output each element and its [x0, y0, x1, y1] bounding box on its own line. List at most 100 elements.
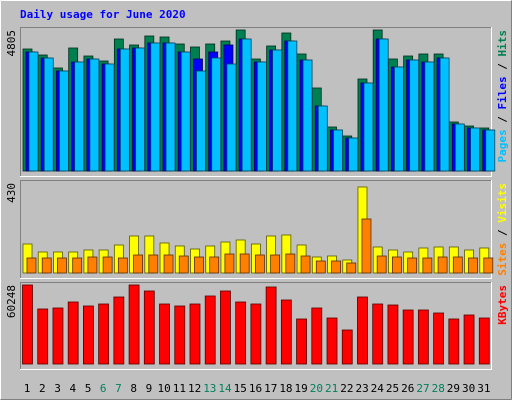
bar-kbytes-day-25 — [387, 304, 399, 365]
bar-kbytes-day-8 — [128, 284, 140, 365]
bar-pages-day-28 — [439, 57, 450, 172]
day-label-21: 21 — [325, 382, 338, 395]
right-label-part: Files — [496, 76, 509, 109]
day-label-22: 22 — [340, 382, 353, 395]
bar-kbytes-day-17 — [265, 286, 277, 365]
bar-pages-day-9 — [150, 42, 161, 172]
bar-pages-day-16 — [256, 61, 267, 172]
bar-sites-day-8 — [133, 254, 143, 274]
bar-kbytes-day-21 — [326, 317, 338, 365]
bar-sites-day-16 — [254, 254, 265, 274]
x-axis-day-labels: 1 2 3 4 5 6 7 8 9 10 11 12 13 14 15 16 17 18 19 20 21 22 23 24 2… — [24, 382, 491, 395]
right-label-part: / — [496, 223, 509, 243]
right-label-visits-sites: Sites / Visits — [496, 183, 509, 276]
bar-pages-day-7 — [119, 48, 130, 172]
day-label-6: 6 — [100, 382, 107, 395]
bar-sites-day-19 — [300, 255, 311, 274]
bar-pages-day-15 — [241, 38, 252, 172]
day-label-20: 20 — [310, 382, 323, 395]
bar-kbytes-day-9 — [143, 290, 155, 365]
bar-kbytes-day-14 — [220, 290, 231, 365]
right-label-kbytes: KBytes — [496, 285, 509, 325]
day-label-28: 28 — [432, 382, 445, 395]
bar-pages-day-11 — [180, 51, 191, 172]
bar-kbytes-day-22 — [341, 329, 353, 365]
bar-sites-day-20 — [315, 260, 326, 274]
bar-sites-day-1 — [26, 257, 37, 274]
day-label-14: 14 — [218, 382, 232, 395]
day-label-2: 2 — [39, 382, 46, 395]
bar-kbytes-day-30 — [463, 314, 475, 365]
bar-pages-day-1 — [28, 51, 39, 172]
bar-sites-day-27 — [422, 257, 433, 274]
bar-pages-day-21 — [333, 129, 343, 172]
bar-sites-day-12 — [194, 256, 204, 274]
bar-sites-day-9 — [148, 254, 159, 274]
series-pages — [28, 38, 496, 172]
series-kbytes — [22, 284, 490, 365]
y-max-label-visits-sites: 430 — [5, 183, 18, 203]
day-label-3: 3 — [54, 382, 61, 395]
bar-kbytes-day-6 — [98, 303, 110, 365]
bar-kbytes-day-12 — [189, 303, 201, 365]
bar-kbytes-day-7 — [113, 296, 125, 365]
bar-sites-day-25 — [392, 256, 402, 274]
bar-pages-day-8 — [135, 47, 145, 172]
day-label-26: 26 — [401, 382, 414, 395]
series-sites — [26, 218, 494, 274]
bar-pages-day-29 — [454, 123, 465, 172]
bar-kbytes-day-28 — [433, 312, 444, 365]
bar-sites-day-7 — [117, 257, 128, 274]
day-label-30: 30 — [462, 382, 475, 395]
bar-sites-day-10 — [163, 254, 174, 274]
bar-sites-day-22 — [346, 262, 357, 274]
day-label-31: 31 — [477, 382, 490, 395]
bar-pages-day-2 — [43, 57, 54, 172]
day-label-18: 18 — [279, 382, 292, 395]
panel-hits-files-pages: 4805 Pages / Files / Hits — [5, 27, 509, 177]
bar-sites-day-2 — [41, 257, 52, 274]
bar-pages-day-14 — [226, 63, 237, 172]
day-label-16: 16 — [249, 382, 262, 395]
bar-sites-day-18 — [285, 253, 296, 274]
bar-pages-day-6 — [104, 63, 115, 172]
y-max-label-hits-files-pages: 4805 — [5, 30, 18, 57]
day-label-8: 8 — [130, 382, 137, 395]
day-label-11: 11 — [173, 382, 186, 395]
bar-pages-day-25 — [394, 66, 404, 172]
right-label-hits-files-pages: Pages / Files / Hits — [496, 30, 509, 163]
bar-kbytes-day-13 — [204, 295, 216, 365]
bar-pages-day-19 — [302, 59, 313, 172]
right-label-part: / — [496, 110, 509, 130]
day-label-29: 29 — [447, 382, 460, 395]
bar-sites-day-28 — [437, 256, 448, 274]
right-label-part: Pages — [496, 129, 509, 162]
right-label-part: Hits — [496, 30, 509, 57]
bar-pages-day-18 — [287, 40, 298, 172]
bar-sites-day-15 — [239, 253, 250, 274]
bar-pages-day-30 — [470, 127, 480, 172]
bar-pages-day-3 — [59, 70, 69, 172]
bar-kbytes-day-15 — [235, 301, 247, 365]
bar-sites-day-29 — [452, 256, 463, 274]
bar-kbytes-day-27 — [417, 309, 429, 365]
chart-title: Daily usage for June 2020 — [20, 8, 186, 21]
bar-kbytes-day-19 — [296, 318, 307, 365]
bar-sites-day-26 — [407, 257, 418, 274]
bar-pages-day-22 — [348, 137, 359, 172]
day-label-9: 9 — [146, 382, 153, 395]
bar-pages-day-10 — [165, 42, 176, 172]
bar-kbytes-day-31 — [478, 317, 490, 365]
day-label-4: 4 — [69, 382, 76, 395]
right-label-part: / — [496, 57, 509, 77]
bar-sites-day-23 — [361, 218, 372, 274]
day-label-5: 5 — [85, 382, 92, 395]
y-max-label-kbytes: 60248 — [5, 285, 18, 318]
bar-sites-day-24 — [376, 255, 387, 274]
bar-pages-day-27 — [424, 61, 435, 172]
bar-kbytes-day-1 — [22, 284, 33, 365]
bar-sites-day-31 — [483, 257, 494, 274]
right-label-part: Visits — [496, 183, 509, 223]
bar-kbytes-day-10 — [159, 303, 170, 365]
day-label-7: 7 — [115, 382, 122, 395]
